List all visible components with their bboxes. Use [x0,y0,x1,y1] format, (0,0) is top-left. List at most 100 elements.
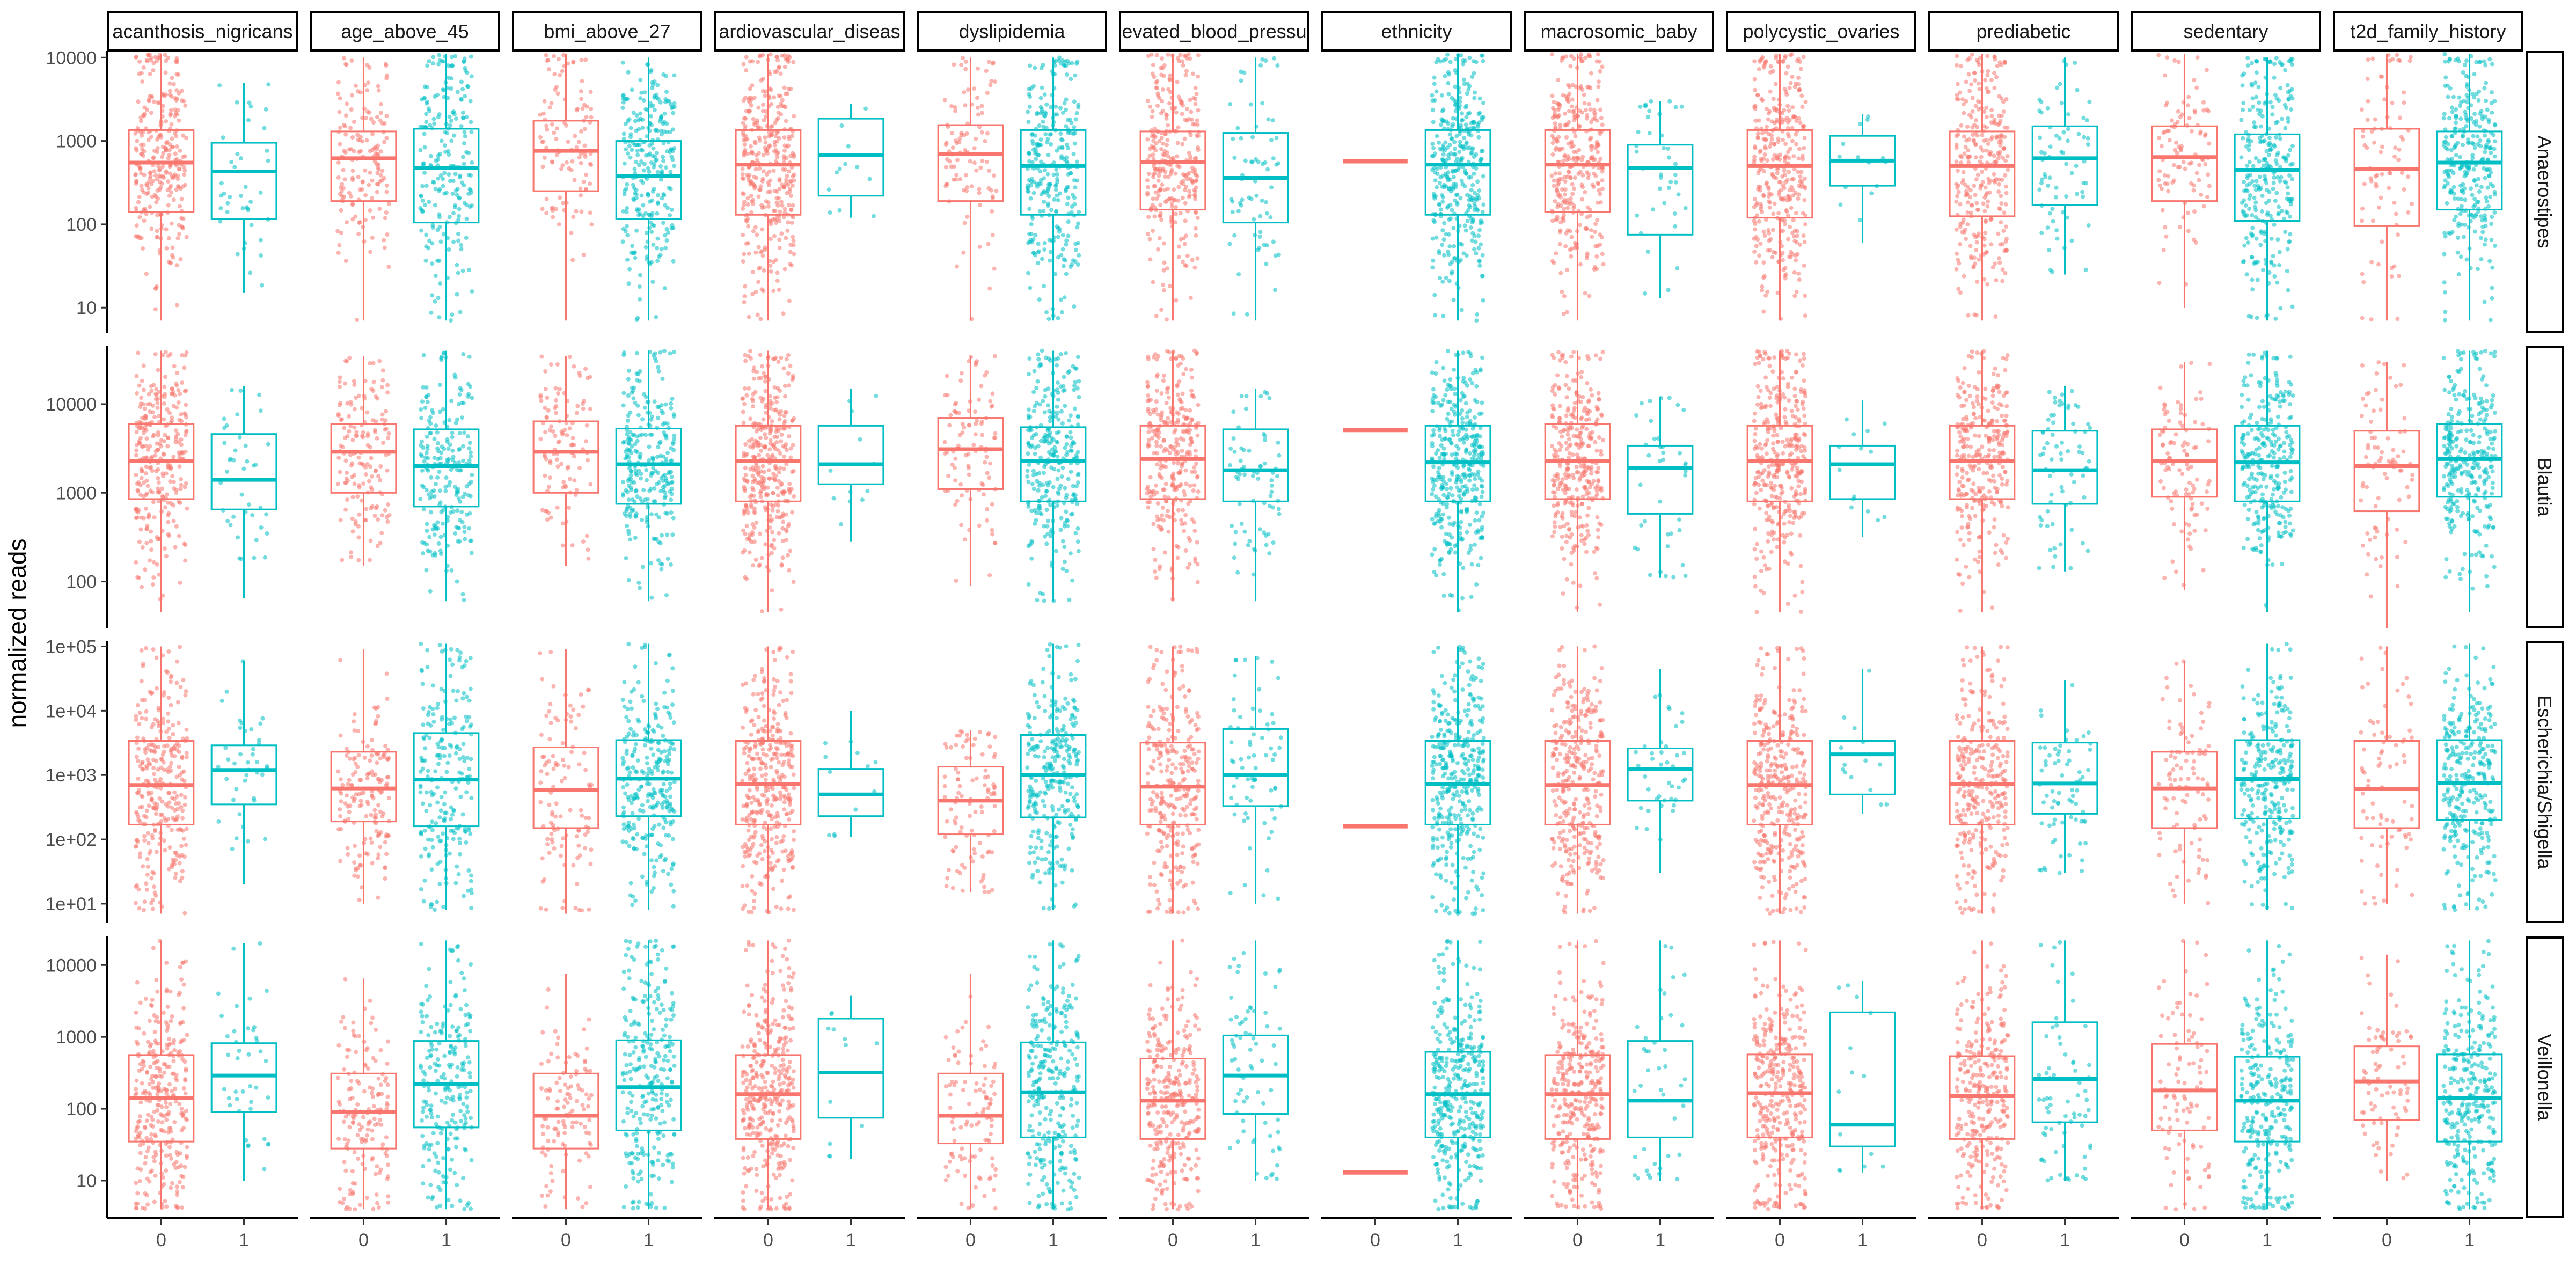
data-point [1989,114,1994,118]
data-point [1992,71,1996,75]
data-point [1447,187,1451,191]
data-point [1783,159,1787,164]
data-point [1056,255,1060,259]
data-point [1159,308,1163,312]
data-point [2267,136,2272,140]
data-point [1958,290,1963,295]
data-point [579,187,583,191]
data-point [1788,86,1792,90]
data-point [1568,202,1572,206]
data-point [1961,178,1965,182]
data-point [1562,155,1567,159]
data-point [1567,170,1571,174]
data-point [2245,189,2250,193]
data-point [1566,94,1570,99]
data-point [1180,112,1184,116]
data-point [2240,74,2244,78]
data-point [2442,170,2447,174]
data-point [1752,105,1757,109]
data-point [1435,185,1439,189]
data-point [2449,169,2454,173]
data-point [790,134,794,138]
data-point [1984,218,1988,223]
data-point [638,112,642,116]
data-point [1474,239,1478,244]
data-point [162,385,166,389]
data-point [1229,197,1233,201]
data-point [1761,276,1766,280]
data-point [1590,235,1594,239]
data-point [541,140,546,144]
data-point [1176,126,1181,130]
data-point [1437,249,1441,253]
data-point [431,117,436,121]
data-point [653,108,657,112]
data-point [1680,105,1684,109]
data-point [1838,202,1842,207]
data-point [1153,171,1158,175]
data-point [2002,109,2006,114]
data-point [1797,192,1801,196]
data-point [2166,189,2170,193]
data-point [174,428,178,433]
data-point [1769,64,1773,69]
data-point [2452,218,2456,222]
data-point [246,118,251,122]
data-point [2259,229,2263,233]
data-point [1275,63,1279,68]
data-point [1055,172,1059,177]
data-point [2289,57,2293,62]
data-point [1994,278,1999,282]
data-point [150,469,155,473]
data-point [145,183,149,187]
data-point [176,236,180,240]
data-point [2170,118,2174,122]
data-point [1192,266,1197,270]
data-point [1064,98,1069,102]
data-point [1973,78,1977,83]
data-point [367,183,371,187]
data-point [1674,180,1678,185]
data-point [2246,139,2250,143]
data-point [179,487,183,491]
data-point [1439,207,1443,211]
data-point [1441,152,1446,157]
data-point [753,185,757,189]
data-point [2390,274,2394,279]
data-point [1446,204,1450,209]
data-point [1176,141,1180,145]
data-point [2475,92,2479,96]
data-point [1768,201,1772,205]
data-point [383,246,387,250]
data-point [453,205,457,209]
data-point [1039,105,1043,109]
data-point [1160,99,1164,103]
data-point [347,191,352,195]
data-point [585,105,589,109]
data-point [1996,189,2001,194]
data-point [2037,187,2041,192]
data-point [1232,233,1236,238]
data-point [1646,115,1650,119]
data-point [741,259,745,264]
data-point [2173,148,2177,152]
data-point [441,87,445,92]
data-point [1569,254,1573,259]
data-point [138,436,143,440]
data-point [1977,87,1981,91]
data-point [749,210,753,215]
data-point [1766,248,1770,253]
data-point [2486,138,2491,143]
data-point [1172,187,1176,192]
data-point [1557,181,1561,185]
data-point [2259,125,2263,129]
data-point [1191,72,1195,76]
data-point [352,149,356,153]
data-point [1177,244,1181,248]
data-point [155,535,159,539]
data-point [1580,111,1584,115]
data-point [2207,184,2212,188]
data-point [2189,160,2193,165]
data-point [742,98,746,103]
data-point [1757,67,1761,71]
